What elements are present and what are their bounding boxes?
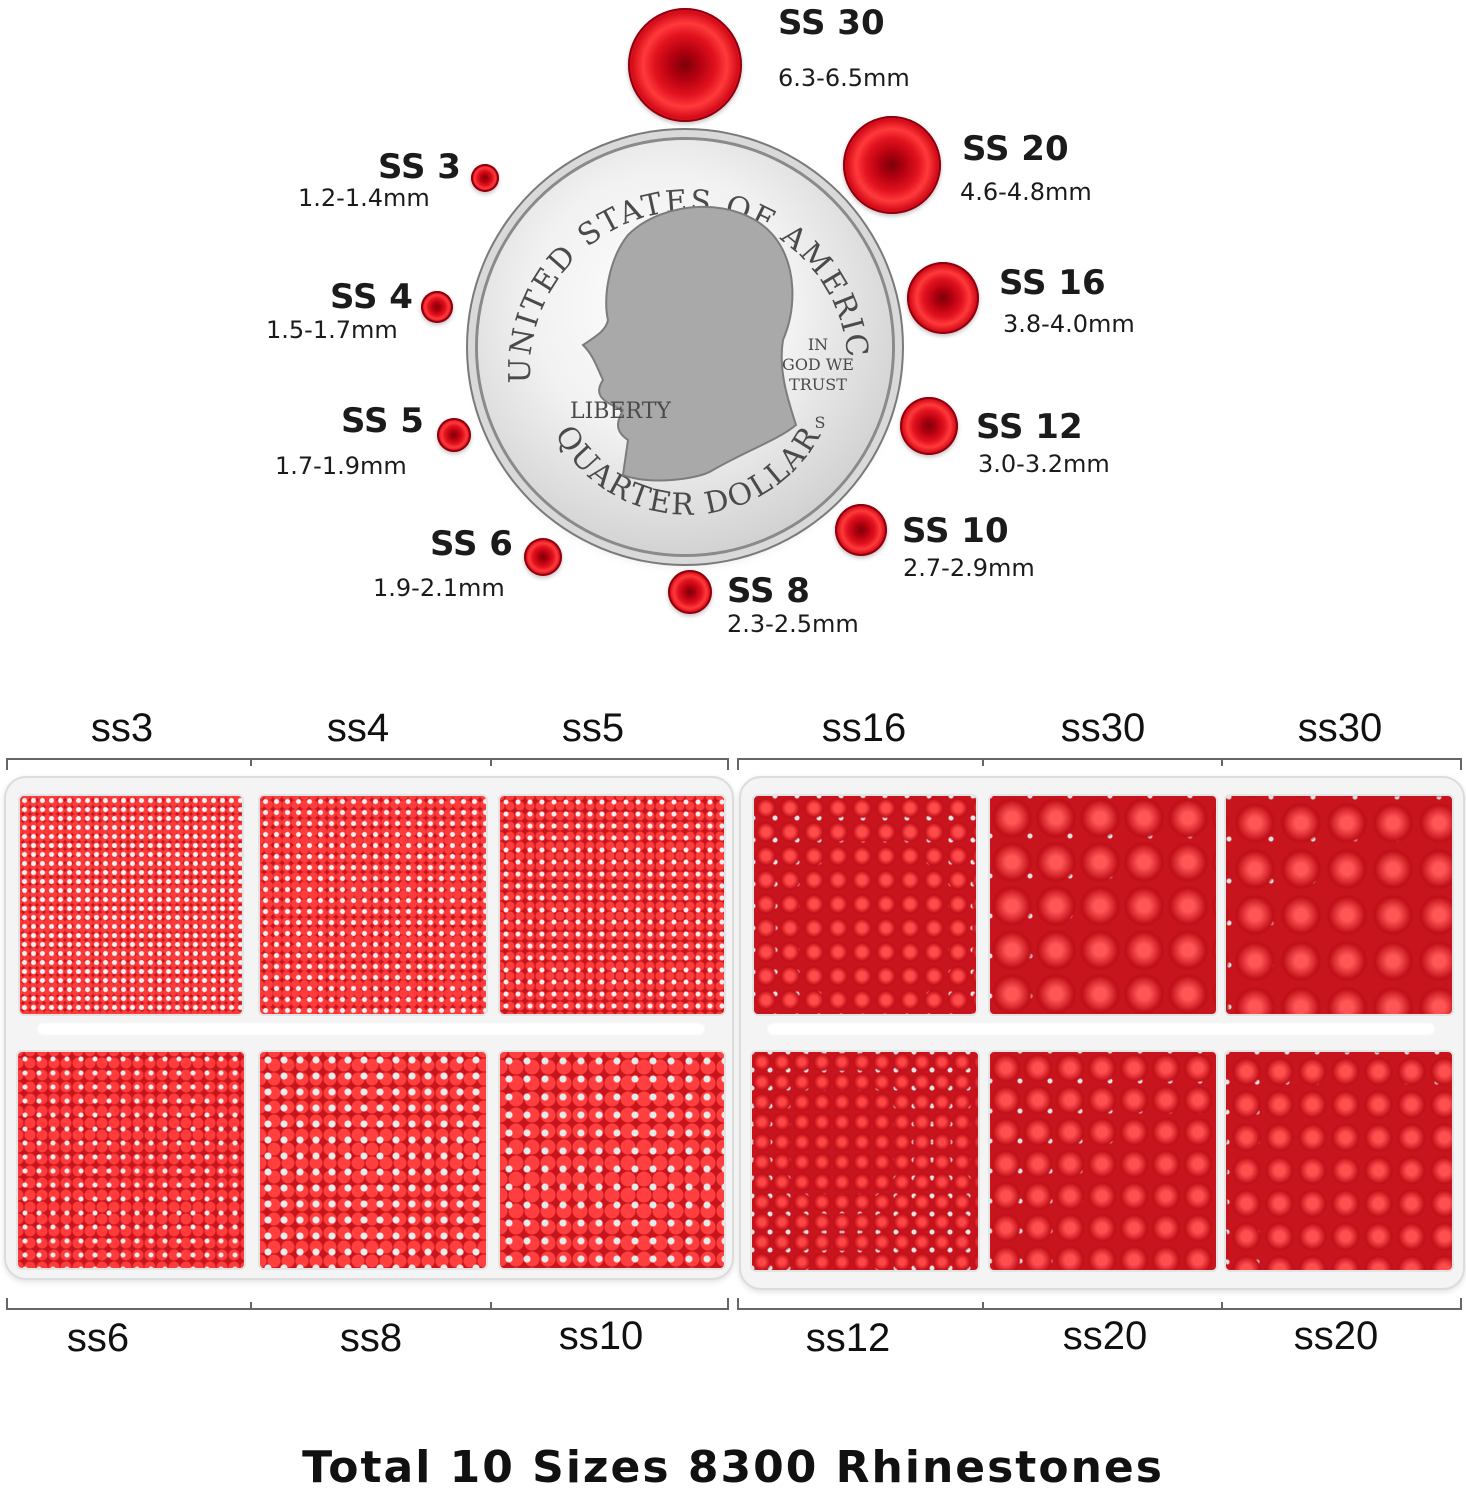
size-name-ss16: SS 16 — [999, 263, 1106, 303]
size-name-ss10: SS 10 — [902, 511, 1009, 551]
size-name-ss20: SS 20 — [962, 129, 1069, 169]
tray-label-bottom-2: ss8 — [339, 1316, 403, 1360]
rhinestone-ss8-icon — [668, 570, 712, 614]
coin-motto-1: IN — [808, 335, 828, 354]
bracket-tick — [737, 758, 739, 770]
size-mm-ss20: 4.6-4.8mm — [960, 178, 1092, 206]
bracket-tick — [490, 758, 492, 766]
rhinestone-ss5-icon — [437, 418, 471, 452]
bracket-tick — [1221, 1302, 1223, 1310]
size-name-ss12: SS 12 — [976, 407, 1083, 447]
tray-label-bottom-5: ss20 — [1062, 1314, 1148, 1358]
tray-label-bottom-1: ss6 — [66, 1316, 130, 1360]
size-name-ss5: SS 5 — [341, 401, 424, 441]
bracket-tick — [6, 758, 8, 770]
size-name-ss3: SS 3 — [378, 147, 461, 187]
compartment-ss20-a — [988, 1050, 1218, 1272]
size-mm-ss16: 3.8-4.0mm — [1003, 310, 1135, 338]
coin-mint-mark: S — [815, 413, 826, 432]
bracket-tick — [250, 758, 252, 766]
rhinestone-ss3-icon — [471, 164, 499, 192]
tray-label-top-2: ss4 — [326, 706, 390, 750]
compartment-ss4 — [258, 794, 488, 1016]
bottom-bracket-right — [737, 1298, 1461, 1310]
compartment-ss6 — [16, 1050, 246, 1270]
bracket-tick — [727, 1298, 729, 1310]
bracket-tick — [6, 1298, 8, 1310]
bracket-tick — [1221, 758, 1223, 766]
compartment-ss10 — [498, 1050, 726, 1270]
tray-label-bottom-4: ss12 — [805, 1316, 891, 1360]
size-mm-ss8: 2.3-2.5mm — [727, 610, 859, 638]
bracket-tick — [1460, 1298, 1462, 1310]
compartment-ss20-b — [1224, 1050, 1454, 1272]
rhinestone-ss4-icon — [421, 291, 453, 323]
tray-label-top-1: ss3 — [90, 706, 154, 750]
size-name-ss4: SS 4 — [330, 277, 413, 317]
tray-label-top-6: ss30 — [1297, 706, 1383, 750]
top-bracket-right — [737, 758, 1461, 770]
compartment-ss8 — [258, 1050, 488, 1270]
top-bracket-left — [6, 758, 728, 770]
coin-liberty: LIBERTY — [570, 399, 671, 424]
tray-label-top-3: ss5 — [561, 706, 625, 750]
bracket-tick — [737, 1298, 739, 1310]
rhinestone-ss10-icon — [835, 504, 887, 556]
bracket-tick — [250, 1302, 252, 1310]
rhinestone-ss16-icon — [907, 262, 979, 334]
tray-label-top-5: ss30 — [1060, 706, 1146, 750]
compartment-ss30-b — [1224, 794, 1454, 1016]
compartment-ss12 — [750, 1050, 980, 1272]
bracket-tick — [982, 1302, 984, 1310]
compartment-ss16 — [752, 794, 978, 1016]
size-name-ss8: SS 8 — [727, 571, 810, 611]
tray-label-bottom-6: ss20 — [1293, 1314, 1379, 1358]
coin-engraving: UNITED STATES OF AMERICA QUARTER DOLLAR … — [478, 140, 873, 523]
coin-motto-2: GOD WE — [782, 355, 854, 374]
footer-total-text: Total 10 Sizes 8300 Rhinestones — [302, 1442, 1164, 1493]
tray-label-bottom-3: ss10 — [558, 1314, 644, 1358]
bracket-tick — [1460, 758, 1462, 770]
bracket-tick — [727, 758, 729, 770]
quarter-coin-image: UNITED STATES OF AMERICA QUARTER DOLLAR … — [478, 140, 892, 554]
size-mm-ss5: 1.7-1.9mm — [275, 452, 407, 480]
bottom-bracket-left — [6, 1298, 728, 1310]
bracket-tick — [982, 758, 984, 766]
size-mm-ss12: 3.0-3.2mm — [978, 450, 1110, 478]
tray-right-divider — [766, 1022, 1436, 1036]
size-mm-ss3: 1.2-1.4mm — [298, 184, 430, 212]
washington-portrait-icon — [581, 205, 798, 482]
rhinestone-ss12-icon — [900, 397, 958, 455]
compartment-ss30-a — [988, 794, 1218, 1016]
coin-motto-3: TRUST — [789, 375, 847, 394]
size-mm-ss30: 6.3-6.5mm — [778, 64, 910, 92]
bracket-tick — [490, 1302, 492, 1310]
rhinestone-ss6-icon — [524, 538, 562, 576]
compartment-ss3 — [18, 794, 244, 1016]
tray-label-top-4: ss16 — [821, 706, 907, 750]
rhinestone-ss20-icon — [843, 116, 941, 214]
size-name-ss30: SS 30 — [778, 3, 885, 43]
size-mm-ss4: 1.5-1.7mm — [266, 316, 398, 344]
size-mm-ss6: 1.9-2.1mm — [373, 574, 505, 602]
size-name-ss6: SS 6 — [430, 524, 513, 564]
rhinestone-ss30-icon — [628, 8, 742, 122]
tray-left-divider — [36, 1022, 706, 1036]
compartment-ss5 — [498, 794, 726, 1016]
size-mm-ss10: 2.7-2.9mm — [903, 554, 1035, 582]
